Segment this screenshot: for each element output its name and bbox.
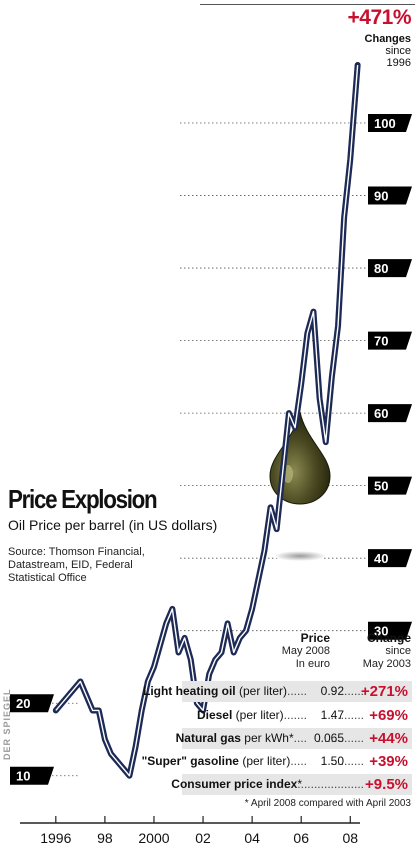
- y-tick-tag-20: 20: [10, 694, 54, 713]
- y-tick-label-100: 100: [374, 116, 396, 131]
- table-footnote: * April 2008 compared with April 2003: [244, 798, 411, 809]
- y-tick-tag-bg: [10, 766, 54, 785]
- top-rule: [200, 4, 415, 5]
- y-tick-label-50: 50: [374, 479, 388, 494]
- row-change: +9.5%: [365, 776, 408, 793]
- change-header-title: Change: [366, 631, 411, 645]
- row-dots: ......: [286, 684, 307, 698]
- total-change-value: +471%: [347, 6, 412, 29]
- x-tick-label-02: 02: [195, 830, 211, 846]
- y-tick-label-10: 10: [16, 769, 30, 784]
- row-name: Light heating oil (per liter)......: [143, 681, 307, 702]
- row-dots-2: ........: [337, 684, 364, 698]
- y-tick-label-80: 80: [374, 261, 388, 276]
- y-tick-tag-bg: [368, 621, 412, 640]
- row-name: Diesel (per liter).......: [197, 705, 307, 726]
- y-tick-label-90: 90: [374, 189, 388, 204]
- y-tick-label-60: 60: [374, 406, 388, 421]
- row-dots-2: ............: [323, 754, 364, 768]
- row-name-bold: "Super" gasoline: [141, 754, 239, 768]
- changes-label-bold: Changes: [364, 33, 411, 45]
- row-dots-2: ...........................: [273, 777, 364, 791]
- row-unit: per kWh*: [240, 731, 294, 745]
- y-tick-tag-40: 40: [368, 549, 412, 568]
- chart-source: Source: Thomson Financial, Datastream, E…: [8, 546, 145, 584]
- y-tick-tag-bg: [368, 404, 412, 423]
- chart-subtitle: Oil Price per barrel (in US dollars): [8, 517, 218, 533]
- price-header-line1: May 2008: [281, 645, 330, 657]
- y-tick-tag-bg: [10, 694, 54, 713]
- y-tick-label-40: 40: [374, 551, 388, 566]
- y-tick-tag-50: 50: [368, 476, 412, 495]
- y-tick-tag-30: 30: [368, 621, 412, 640]
- y-tick-tag-90: 90: [368, 186, 412, 205]
- row-name-bold: Light heating oil: [142, 684, 236, 698]
- row-change: +271%: [360, 683, 408, 700]
- change-header-line1: since: [385, 645, 411, 657]
- table-row: Diesel (per liter)....... 1.47...........…: [182, 705, 412, 726]
- row-price: 0.92: [320, 684, 344, 698]
- row-change: +39%: [369, 753, 408, 770]
- change-column-header: Change since May 2003: [363, 632, 411, 671]
- x-tick-label-98: 98: [97, 830, 113, 846]
- y-tick-tag-bg: [368, 549, 412, 568]
- y-tick-tags: 10 20 30 40 50 60 70 80 90 100: [10, 114, 412, 785]
- y-tick-label-30: 30: [374, 624, 388, 639]
- row-dots: ....: [293, 731, 307, 745]
- y-tick-tag-80: 80: [368, 259, 412, 278]
- x-tick-label-1996: 1996: [40, 830, 71, 846]
- row-name-bold: Diesel: [196, 708, 233, 722]
- row-dots: .....: [290, 754, 307, 768]
- x-tick-label-04: 04: [244, 830, 260, 846]
- y-tick-label-20: 20: [16, 696, 30, 711]
- row-price: 1.47: [320, 708, 344, 722]
- price-header-line2: In euro: [295, 658, 330, 670]
- row-dots-2: ..............: [317, 731, 364, 745]
- row-dots-2: ............: [323, 708, 364, 722]
- y-tick-tag-bg: [368, 259, 412, 278]
- table-row: Consumer price index*...................…: [171, 774, 412, 795]
- y-tick-tag-60: 60: [368, 404, 412, 423]
- table-row: Natural gas per kWh*.... 0.065...........…: [176, 728, 412, 749]
- y-tick-tag-bg: [368, 476, 412, 495]
- row-dots: .......: [283, 708, 307, 722]
- row-change: +69%: [369, 707, 408, 724]
- y-tick-tag-bg: [368, 186, 412, 205]
- row-price: 0.065: [313, 731, 344, 745]
- y-tick-tag-10: 10: [10, 766, 54, 785]
- y-tick-tag-bg: [368, 331, 412, 350]
- x-tick-label-08: 08: [342, 830, 358, 846]
- row-change: +44%: [369, 730, 408, 747]
- row-unit: (per liter): [235, 684, 287, 698]
- change-header-line2: May 2003: [362, 658, 411, 670]
- row-name: Consumer price index*: [171, 774, 302, 795]
- y-tick-tag-100: 100: [368, 114, 412, 133]
- price-column-header: Price May 2008 In euro: [282, 632, 330, 671]
- y-tick-tag-70: 70: [368, 331, 412, 350]
- row-name: Natural gas per kWh*....: [176, 728, 307, 749]
- row-name-bold: Consumer price index: [171, 777, 298, 791]
- chart-title: Price Explosion: [8, 484, 158, 514]
- row-unit: *: [297, 777, 302, 791]
- x-tick-label-2000: 2000: [138, 830, 169, 846]
- row-name: "Super" gasoline (per liter).....: [142, 751, 307, 772]
- oil-drop-icon: [269, 411, 331, 561]
- row-name-bold: Natural gas: [175, 731, 241, 745]
- x-ticks: 1996 98 2000 02 04 06 08: [40, 816, 358, 846]
- x-tick-label-06: 06: [293, 830, 309, 846]
- table-row: "Super" gasoline (per liter)..... 1.50...…: [142, 751, 412, 772]
- publisher-watermark: DER SPIEGEL: [2, 688, 12, 760]
- y-tick-tag-bg: [368, 114, 412, 133]
- y-tick-label-70: 70: [374, 334, 388, 349]
- price-header-title: Price: [300, 631, 330, 645]
- table-row: Light heating oil (per liter)...... 0.92.…: [143, 681, 412, 702]
- total-change-label: Changes since 1996: [365, 33, 411, 69]
- row-price: 1.50: [320, 754, 344, 768]
- row-unit: (per liter): [238, 754, 291, 768]
- changes-label-rest: since 1996: [385, 45, 411, 69]
- row-unit: (per liter): [232, 708, 284, 722]
